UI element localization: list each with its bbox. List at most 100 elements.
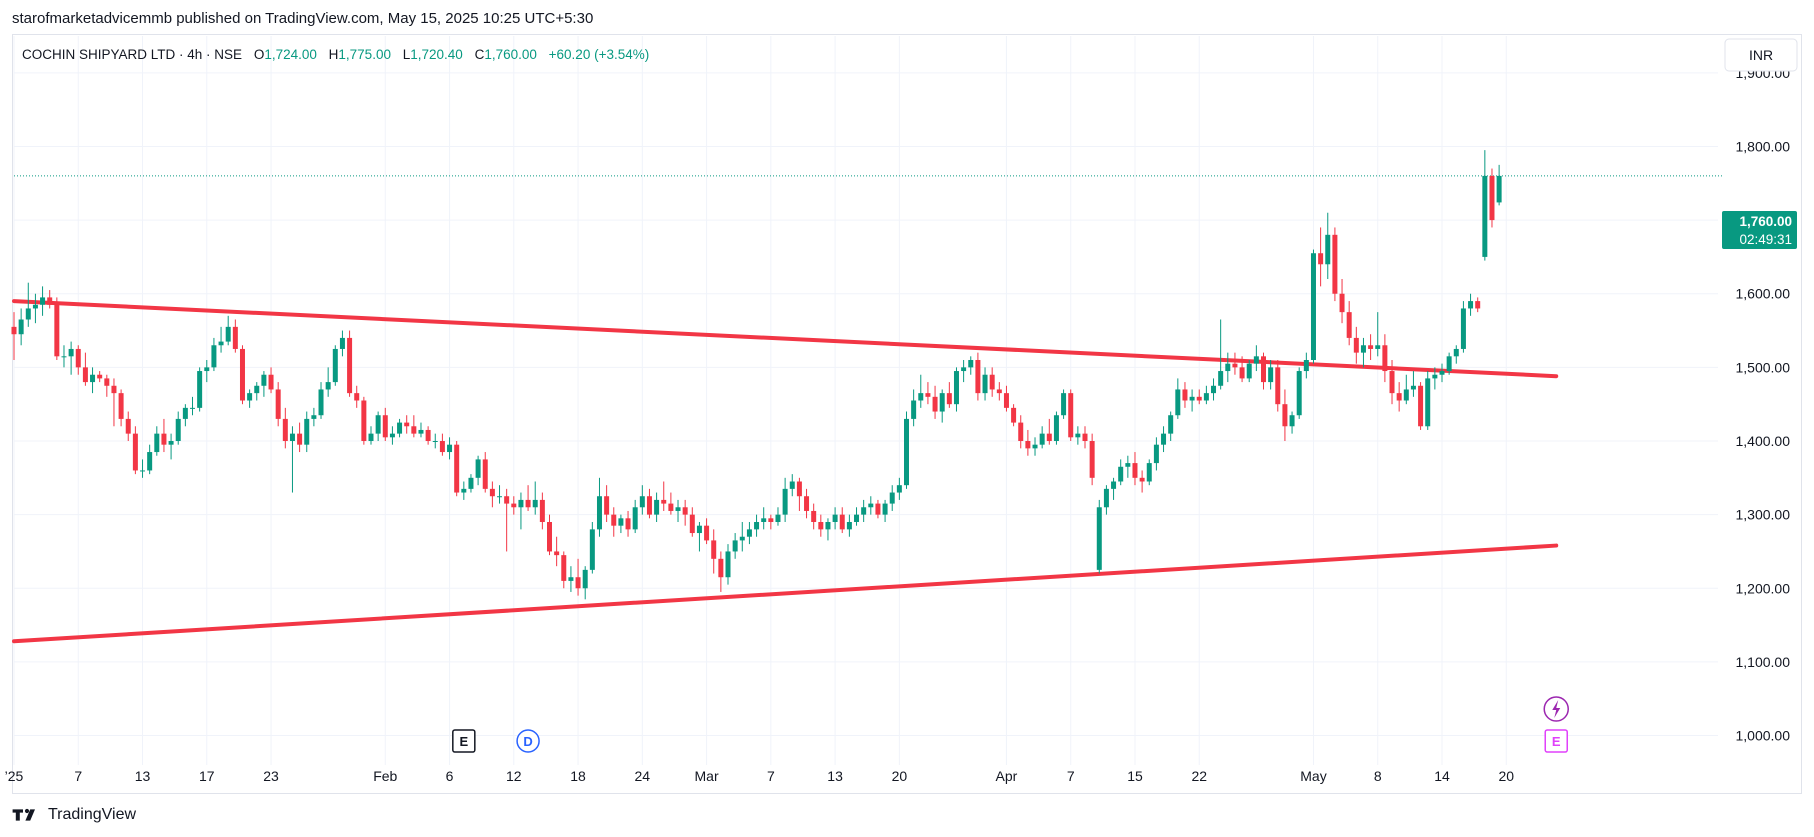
candle [661, 481, 667, 511]
y-tick-label: 1,600.00 [1736, 286, 1791, 302]
candle-body [282, 418, 288, 441]
candle-body [689, 514, 695, 534]
candle-body [1453, 348, 1459, 357]
candle [411, 415, 417, 438]
candle [511, 496, 517, 515]
candle [689, 507, 695, 537]
candle [618, 514, 624, 534]
candle [547, 514, 552, 556]
candle [575, 558, 581, 596]
candle [982, 367, 988, 401]
candle-body [475, 459, 481, 478]
candles [11, 150, 1502, 600]
candle-body [168, 441, 174, 445]
candle [704, 518, 710, 545]
candle-body [1068, 393, 1074, 438]
candle-body [182, 407, 188, 419]
candle-body [846, 522, 852, 530]
candle-body [1353, 337, 1359, 353]
candle [668, 492, 674, 515]
candle-body [1196, 396, 1202, 401]
candle [825, 518, 831, 541]
candle [275, 382, 281, 427]
candle-body [190, 407, 195, 409]
candle [1296, 367, 1302, 419]
candle-body [725, 551, 731, 578]
candle-body [961, 367, 967, 372]
candle [1410, 371, 1416, 397]
candle-body [1275, 367, 1281, 405]
x-tick-label: 24 [635, 768, 651, 784]
candle [447, 437, 453, 460]
candle [1146, 459, 1152, 486]
candle [125, 411, 131, 441]
candle-body [668, 503, 674, 511]
candle-body [611, 514, 617, 526]
candle [54, 297, 60, 360]
candle [1282, 389, 1288, 441]
x-tick-label: 15 [1127, 768, 1143, 784]
candle-body [397, 422, 403, 434]
tradingview-logo-icon [12, 808, 35, 821]
candle-body [989, 374, 995, 390]
trendline-lower [12, 543, 1559, 644]
candle-body [1439, 371, 1445, 375]
candle-body [482, 459, 488, 489]
candle-body [868, 503, 874, 508]
candle [904, 411, 909, 489]
candle [332, 345, 338, 386]
candle-body [1396, 393, 1402, 401]
candle-body [582, 569, 588, 589]
candle-body [511, 503, 517, 508]
candle [918, 374, 924, 408]
candle [732, 533, 738, 559]
trendline-upper [12, 299, 1559, 379]
candle [1275, 360, 1281, 412]
candle-body [1011, 407, 1017, 423]
tradingview-footer[interactable]: TradingView [12, 806, 136, 824]
candle-body [561, 555, 567, 581]
candle-body [875, 503, 881, 515]
candle-body [1082, 433, 1088, 441]
candle-body [11, 326, 17, 335]
candle-body [32, 304, 38, 309]
candle [361, 396, 367, 445]
candle [232, 319, 238, 353]
candle-body [425, 429, 431, 441]
candle [97, 371, 103, 383]
candle [154, 426, 160, 456]
candle [754, 514, 760, 537]
candle-body [1139, 477, 1145, 482]
candle [1161, 426, 1167, 453]
candle [47, 290, 53, 309]
candle [989, 367, 995, 397]
candle [118, 389, 124, 427]
bar-countdown: 02:49:31 [1739, 232, 1792, 247]
y-tick-label: 1,500.00 [1736, 359, 1791, 375]
candle [239, 345, 245, 405]
candle-body [1211, 385, 1217, 394]
candle [1046, 418, 1052, 445]
candle-body [618, 518, 624, 526]
candle-body [1282, 404, 1288, 427]
candle-body [175, 418, 181, 441]
candle-body [247, 393, 253, 401]
candle [1482, 150, 1488, 261]
candle-body [404, 422, 410, 427]
candle-body [361, 400, 367, 441]
candle-body [454, 444, 460, 493]
svg-text:COCHIN SHIPYARD LTD · 4h · NSE: COCHIN SHIPYARD LTD · 4h · NSE O1,724.00… [22, 47, 649, 62]
candle [225, 315, 231, 346]
candle-body [861, 507, 867, 515]
candle [996, 382, 1002, 401]
candle-body [1182, 389, 1188, 401]
currency-button[interactable]: INR [1724, 38, 1798, 72]
candle [389, 426, 395, 445]
candle [218, 326, 224, 353]
candle-body [525, 499, 531, 508]
candle-body [1261, 356, 1266, 383]
candle-body [896, 485, 902, 493]
dividend-marker: D [516, 729, 540, 753]
candle-body [532, 499, 538, 508]
